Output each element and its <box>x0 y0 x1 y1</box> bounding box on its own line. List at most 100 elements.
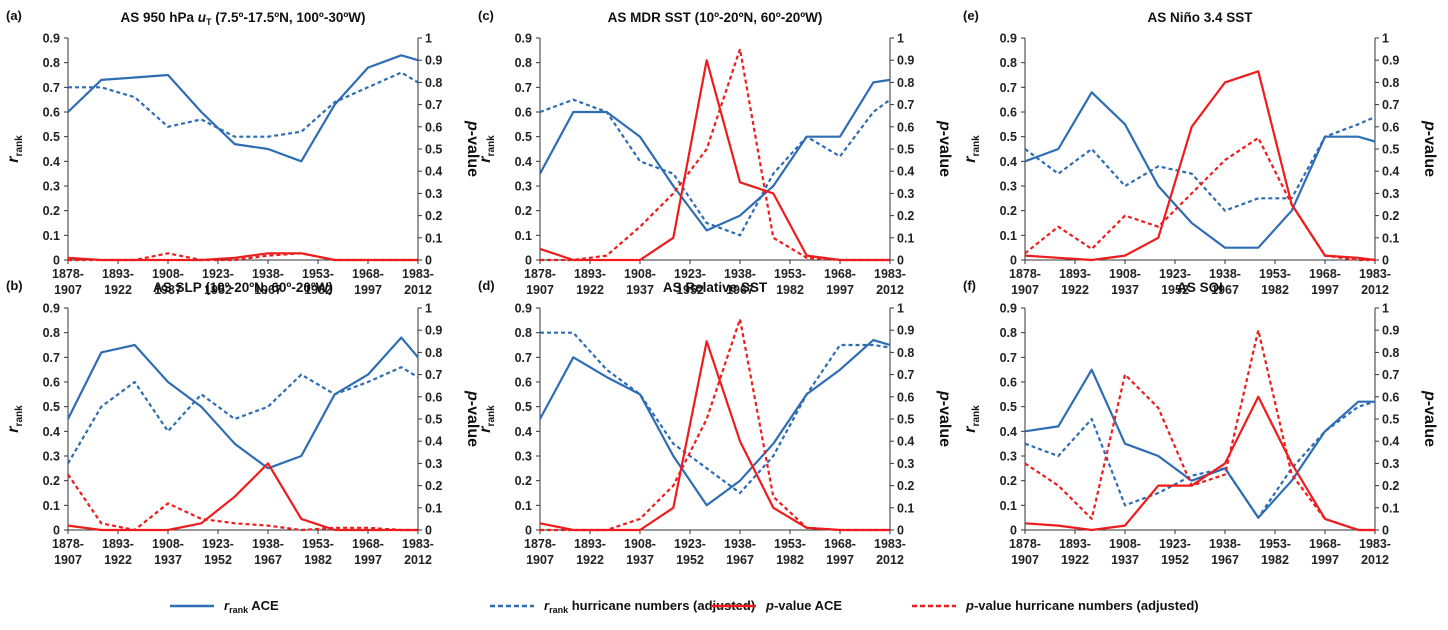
x-tick-label: 1878- <box>1009 537 1041 551</box>
legend: rrank ACE rrank hurricane numbers (adjust… <box>170 598 1199 615</box>
x-tick-label: 1968- <box>352 537 384 551</box>
left-axis-title: rrank <box>477 135 497 163</box>
right-tick-label: 0.7 <box>425 368 442 382</box>
left-tick-label: 0.1 <box>43 499 60 513</box>
left-tick-label: 0.3 <box>1000 180 1017 194</box>
right-tick-label: 0.3 <box>897 457 914 471</box>
right-tick-label: 0.7 <box>1382 98 1399 112</box>
series-line-3 <box>539 59 890 262</box>
x-tick-label: 1878- <box>524 267 556 281</box>
left-tick-label: 0.8 <box>43 56 60 70</box>
x-tick-label: 1997 <box>1311 283 1339 297</box>
left-tick-label: 0.8 <box>1000 56 1017 70</box>
x-tick-label: 2012 <box>404 283 432 297</box>
series-line-3 <box>539 340 890 532</box>
x-tick-label: 1937 <box>626 283 654 297</box>
panel-title: AS 950 hPa uT (7.5º-17.5ºN, 100º-30ºW) <box>120 10 365 27</box>
panel-d: (d) AS Relative SST 0 0.1 0.2 0.3 0.4 0.5 0.6 0.7… <box>477 278 953 567</box>
x-tick-label: 1953- <box>302 267 334 281</box>
x-tick-label: 1997 <box>826 283 854 297</box>
right-tick-label: 0.8 <box>1382 346 1399 360</box>
left-tick-label: 0.4 <box>515 425 532 439</box>
x-tick-label: 1878- <box>1009 267 1041 281</box>
x-tick-label: 1922 <box>576 283 604 297</box>
right-tick-label: 0.8 <box>425 76 442 90</box>
right-tick-label: 0.2 <box>1382 209 1399 223</box>
x-tick-label: 1983- <box>402 537 434 551</box>
x-tick-label: 1937 <box>626 553 654 567</box>
left-tick-label: 0.7 <box>515 351 532 365</box>
panel-c: (c) AS MDR SST (10º-20ºN, 60º-20ºW) 0 0.1 0.… <box>477 8 953 297</box>
right-tick-label: 0.9 <box>897 324 914 338</box>
right-tick-label: 0.4 <box>897 165 914 179</box>
x-tick-label: 1908- <box>152 267 184 281</box>
right-tick-label: 0.6 <box>425 390 442 404</box>
right-tick-label: 0.8 <box>897 76 914 90</box>
right-tick-label: 0.2 <box>897 209 914 223</box>
series-line-4 <box>540 318 890 532</box>
series-line-2 <box>539 98 891 237</box>
right-tick-label: 0.1 <box>1382 231 1399 245</box>
right-tick-label: 0.5 <box>1382 413 1399 427</box>
right-tick-label: 0 <box>1382 524 1389 538</box>
panel-e: (e) AS Niño 3.4 SST 0 0.1 0.2 0.3 0.4 0.5 0.6 0.7… <box>962 8 1438 297</box>
left-tick-label: 0.4 <box>515 155 532 169</box>
x-tick-label: 1967 <box>726 553 754 567</box>
left-axis-title: rrank <box>5 135 25 163</box>
x-tick-label: 1893- <box>1059 537 1091 551</box>
right-tick-label: 0.8 <box>1382 76 1399 90</box>
panel-title: AS Relative SST <box>663 280 768 295</box>
x-tick-label: 1922 <box>104 553 132 567</box>
x-tick-label: 1968- <box>1309 537 1341 551</box>
right-tick-label: 0.1 <box>425 501 442 515</box>
panel-label: (a) <box>6 8 22 23</box>
left-tick-label: 0.8 <box>1000 326 1017 340</box>
panel-title: AS SLP (10º-20ºN, 60º-20ºW) <box>153 280 333 295</box>
right-axis-title: p-value <box>464 120 481 177</box>
x-tick-label: 1967 <box>1211 553 1239 567</box>
panel-title: AS Niño 3.4 SST <box>1147 10 1253 25</box>
left-tick-label: 0.5 <box>1000 400 1017 414</box>
panel-label: (b) <box>6 278 23 293</box>
right-tick-label: 0.7 <box>897 368 914 382</box>
left-axis-title: rrank <box>477 405 497 433</box>
x-tick-label: 1938- <box>724 267 756 281</box>
x-tick-label: 1893- <box>1059 267 1091 281</box>
left-tick-label: 0.2 <box>43 474 60 488</box>
x-tick-label: 1997 <box>354 553 382 567</box>
x-tick-label: 2012 <box>404 553 432 567</box>
x-tick-label: 1893- <box>574 267 606 281</box>
x-tick-label: 1938- <box>1209 267 1241 281</box>
x-tick-label: 1907 <box>54 283 82 297</box>
left-tick-label: 0.8 <box>515 326 532 340</box>
x-tick-label: 1967 <box>1211 283 1239 297</box>
left-tick-label: 0.3 <box>1000 450 1017 464</box>
left-axis-title: rrank <box>962 135 982 163</box>
right-tick-label: 0.2 <box>1382 479 1399 493</box>
left-tick-label: 0.5 <box>515 400 532 414</box>
left-tick-label: 0 <box>525 524 532 538</box>
right-tick-label: 0.7 <box>897 98 914 112</box>
right-tick-label: 0.7 <box>1382 368 1399 382</box>
right-tick-label: 0.4 <box>425 435 442 449</box>
left-tick-label: 0.7 <box>43 81 60 95</box>
legend-label-3: p-value ACE <box>765 598 842 613</box>
right-tick-label: 0.5 <box>425 413 442 427</box>
x-tick-label: 1967 <box>726 283 754 297</box>
right-tick-label: 0 <box>897 254 904 268</box>
left-tick-label: 0.3 <box>515 180 532 194</box>
right-tick-label: 0.3 <box>1382 457 1399 471</box>
x-tick-label: 1983- <box>1359 267 1391 281</box>
left-axis-title: rrank <box>962 405 982 433</box>
x-tick-label: 1907 <box>526 553 554 567</box>
x-tick-label: 1923- <box>202 537 234 551</box>
x-tick-label: 1983- <box>874 267 906 281</box>
panel-label: (f) <box>963 278 976 293</box>
right-tick-label: 0.4 <box>897 435 914 449</box>
x-tick-label: 1953- <box>1259 537 1291 551</box>
right-tick-label: 0 <box>1382 254 1389 268</box>
x-tick-label: 1893- <box>574 537 606 551</box>
left-tick-label: 0.4 <box>43 425 60 439</box>
left-tick-label: 0.2 <box>515 204 532 218</box>
